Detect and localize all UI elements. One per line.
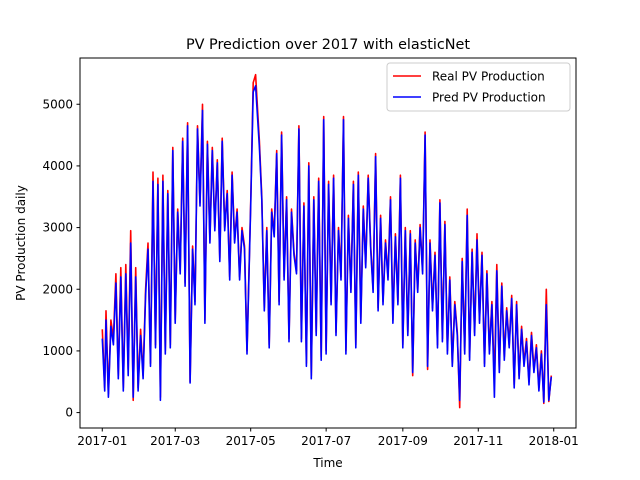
plot-frame [79,57,577,429]
y-tick-label: 1000 [42,344,73,358]
x-axis: 2017-01 2017-03 2017-05 2017-07 2017-09 2017-… [77,428,579,448]
chart-title: PV Prediction over 2017 with elasticNet [186,37,470,53]
y-axis-label: PV Production daily [14,185,28,301]
x-tick-label: 2017-07 [301,434,351,448]
x-tick-label: 2017-09 [378,434,428,448]
plot-area [79,57,577,429]
legend-label-real: Real PV Production [432,70,545,84]
y-tick-label: 5000 [42,97,73,111]
x-tick-label: 2017-03 [150,434,200,448]
legend: Real PV Production Pred PV Production [386,62,571,112]
x-axis-label: Time [312,456,342,470]
y-tick-label: 4000 [42,159,73,173]
x-tick-label: 2018-01 [529,434,579,448]
y-tick-label: 2000 [42,282,73,296]
legend-frame [386,62,571,112]
y-axis: 0 1000 2000 3000 4000 5000 [42,97,80,420]
y-tick-label: 3000 [42,221,73,235]
x-tick-label: 2017-05 [226,434,276,448]
y-tick-label: 0 [65,406,73,420]
legend-label-pred: Pred PV Production [432,91,546,105]
x-tick-label: 2017-01 [77,434,127,448]
series-line-pred [101,85,553,403]
x-tick-label: 2017-11 [453,434,503,448]
series-lines [101,73,553,409]
